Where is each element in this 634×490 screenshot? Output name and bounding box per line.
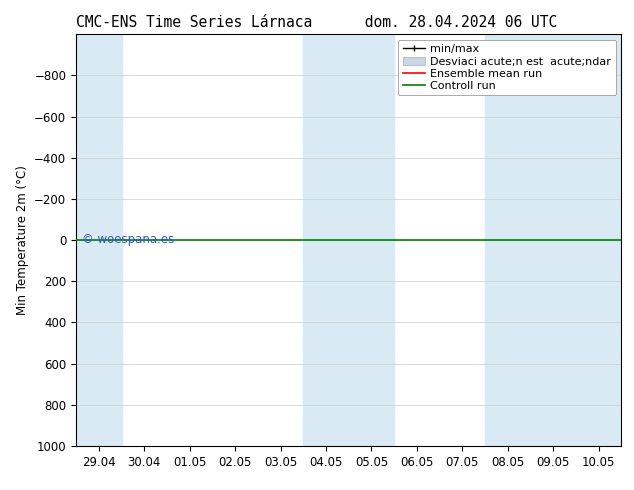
Text: © woespana.es: © woespana.es [82, 233, 174, 246]
Bar [76, 34, 122, 446]
Legend: min/max, Desviaci acute;n est  acute;ndar, Ensemble mean run, Controll run: min/max, Desviaci acute;n est acute;ndar… [398, 40, 616, 96]
Bar [485, 34, 621, 446]
Y-axis label: Min Temperature 2m (°C): Min Temperature 2m (°C) [16, 165, 29, 315]
Text: CMC-ENS Time Series Lárnaca      dom. 28.04.2024 06 UTC: CMC-ENS Time Series Lárnaca dom. 28.04.2… [76, 15, 558, 30]
Bar [303, 34, 394, 446]
